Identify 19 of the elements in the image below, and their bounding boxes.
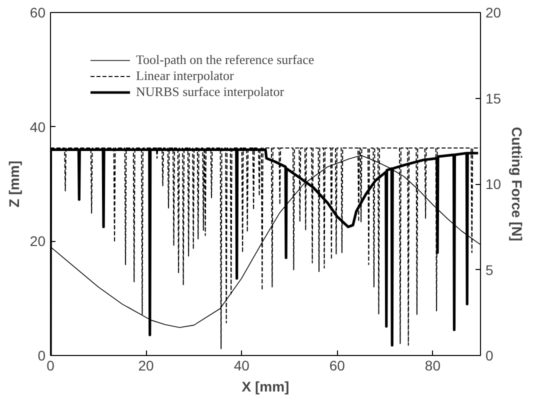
x-tick-label: 20 — [138, 358, 154, 374]
y2-tick-label: 15 — [486, 90, 502, 106]
legend-label: NURBS surface interpolator — [136, 84, 284, 100]
y-tick-label: 60 — [30, 4, 46, 20]
x-tick-label: 60 — [329, 358, 346, 374]
x-tick-label: 80 — [424, 358, 441, 374]
x-tick-label: 40 — [234, 358, 250, 374]
legend-label: Linear interpolator — [136, 68, 234, 84]
x-axis-title: X [mm] — [242, 378, 290, 394]
y2-tick-label: 0 — [486, 348, 494, 364]
y-axis-title: Z [mm] — [6, 160, 22, 208]
y-tick-label: 40 — [30, 118, 46, 135]
y-tick-label: 20 — [30, 233, 46, 250]
y2-axis-title: Cutting Force [N] — [509, 126, 526, 242]
y2-tick-label: 20 — [486, 4, 502, 20]
legend-label: Tool-path on the reference surface — [136, 52, 314, 68]
y2-tick-label: 5 — [486, 262, 494, 278]
y2-tick-label: 10 — [486, 176, 502, 192]
y-tick-label: 0 — [38, 348, 46, 364]
